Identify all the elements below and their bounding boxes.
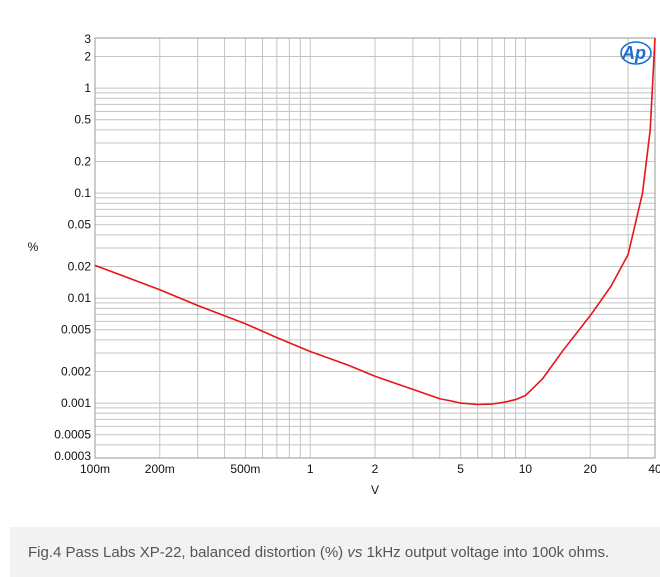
x-tick-label: 40 bbox=[648, 462, 660, 476]
caption-text-end: 1kHz output voltage into 100k ohms. bbox=[362, 543, 610, 561]
x-tick-label: 20 bbox=[584, 462, 598, 476]
caption-text-italic: vs bbox=[347, 543, 363, 561]
ap-logo-ring-icon bbox=[620, 41, 652, 65]
x-tick-label: 1 bbox=[307, 462, 314, 476]
x-tick-label: 5 bbox=[457, 462, 464, 476]
plot-frame bbox=[94, 37, 656, 459]
y-tick-label: 0.05 bbox=[68, 218, 92, 232]
y-tick-label: 0.001 bbox=[61, 396, 91, 410]
x-axis-label: V bbox=[371, 483, 379, 497]
figure-caption: Fig.4 Pass Labs XP-22, balanced distorti… bbox=[28, 544, 609, 561]
caption-text-start: Fig.4 Pass Labs XP-22, balanced distorti… bbox=[28, 543, 348, 561]
x-tick-label: 2 bbox=[372, 462, 379, 476]
caption-box: Fig.4 Pass Labs XP-22, balanced distorti… bbox=[10, 527, 660, 577]
y-tick-label: 1 bbox=[84, 81, 91, 95]
y-tick-label: 0.002 bbox=[61, 364, 91, 378]
y-tick-labels: 3 2 1 0.5 0.2 0.1 0.05 0.02 0.01 0.005 0.002 0.001 0… bbox=[54, 32, 91, 463]
ap-logo-text: Ap bbox=[621, 43, 646, 63]
x-tick-label: 500m bbox=[230, 462, 260, 476]
series-group bbox=[94, 37, 656, 406]
y-tick-label: 0.0003 bbox=[54, 449, 91, 463]
y-tick-label: 0.01 bbox=[68, 291, 92, 305]
y-tick-label: 0.0005 bbox=[54, 428, 91, 442]
ap-logo: Ap bbox=[620, 41, 652, 65]
x-tick-labels: 100m 200m 500m 1 2 5 10 20 40 bbox=[80, 462, 660, 476]
y-tick-label: 2 bbox=[84, 49, 91, 63]
grid-lines bbox=[95, 38, 655, 459]
y-tick-label: 3 bbox=[84, 32, 91, 46]
y-axis-label: % bbox=[28, 240, 39, 254]
y-tick-label: 0.02 bbox=[68, 259, 92, 273]
distortion-series-line bbox=[94, 37, 656, 406]
x-tick-label: 100m bbox=[80, 462, 110, 476]
y-tick-label: 0.5 bbox=[74, 113, 91, 127]
distortion-chart: 100m 200m 500m 1 2 5 10 20 40 3 2 1 0.5 0.2 0.1 0.05 0.… bbox=[28, 32, 660, 497]
x-tick-label: 200m bbox=[145, 462, 175, 476]
y-tick-label: 0.2 bbox=[74, 154, 91, 168]
y-tick-label: 0.1 bbox=[74, 186, 91, 200]
x-tick-label: 10 bbox=[519, 462, 533, 476]
y-tick-label: 0.005 bbox=[61, 323, 91, 337]
